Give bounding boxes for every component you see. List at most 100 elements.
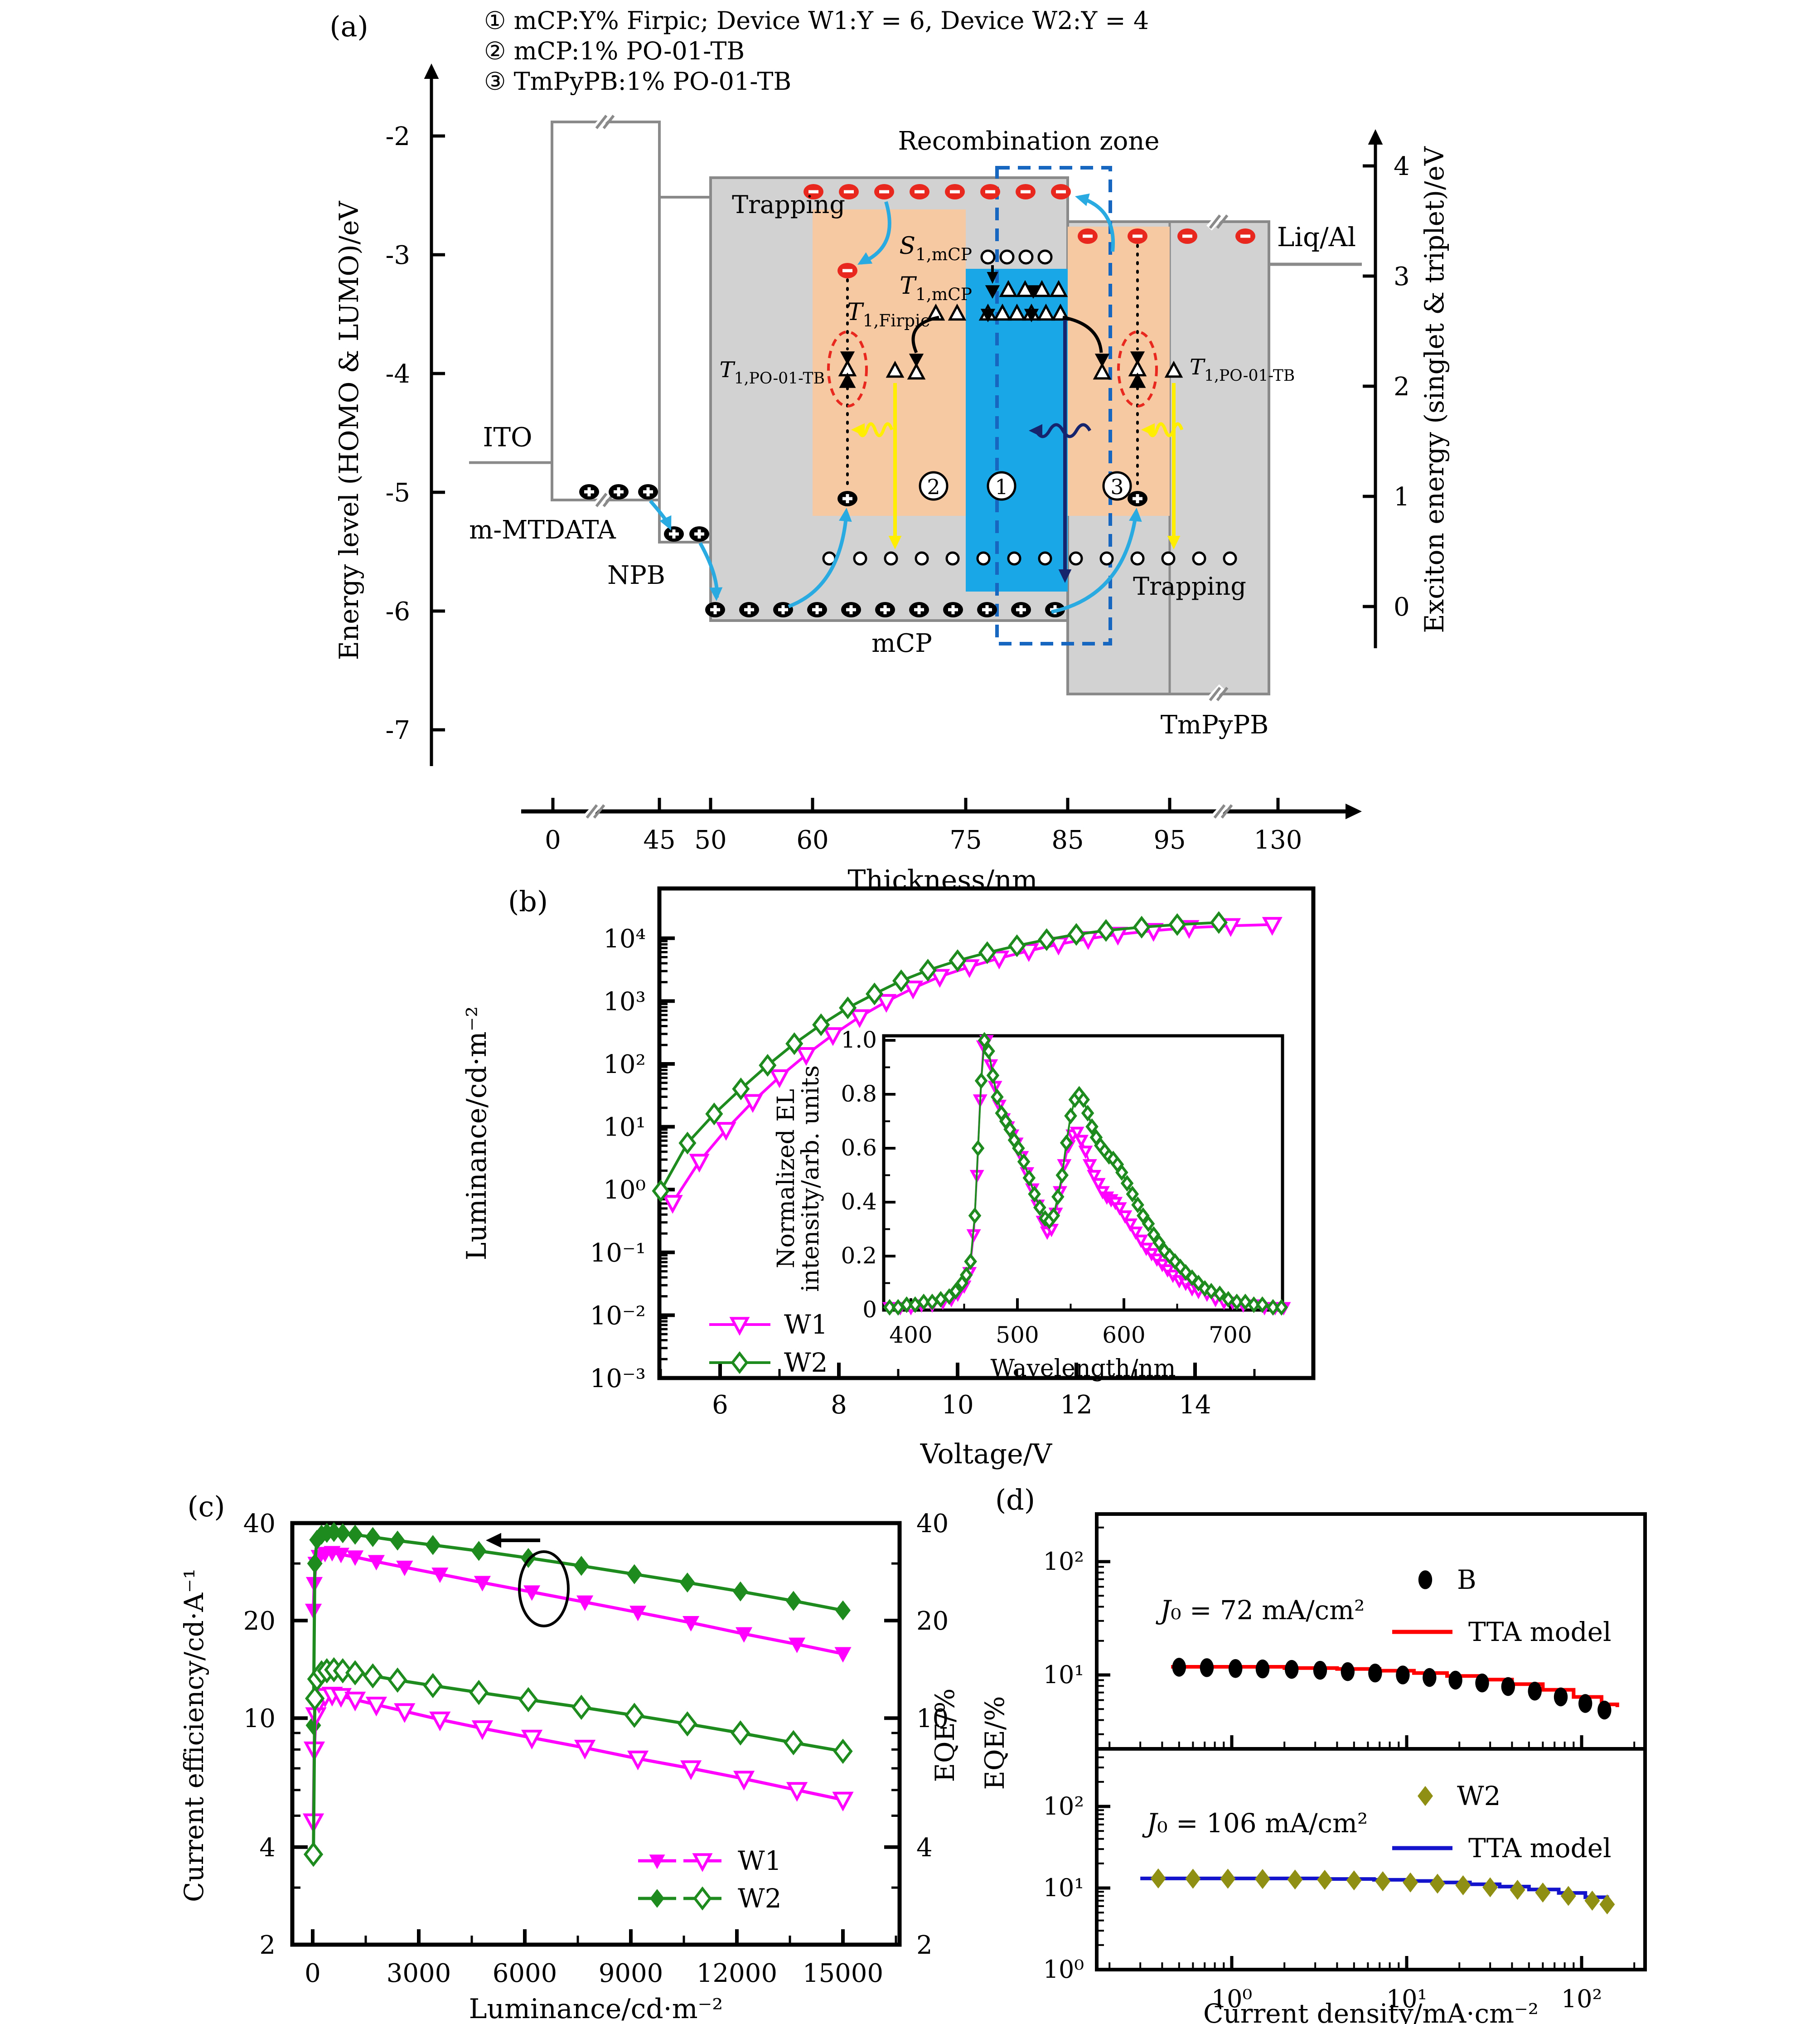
ground-state-icon [915, 551, 929, 566]
line [1220, 804, 1233, 819]
y2-tick: 10 [916, 1704, 949, 1733]
triangle-open-marker [1091, 1178, 1106, 1192]
diamond-open-marker [705, 1102, 723, 1126]
ground-state-icon [1099, 551, 1114, 566]
diamond-open-marker [1133, 916, 1151, 939]
inset-y-tick: 1.0 [841, 1027, 877, 1053]
diamond-open-marker [1266, 1299, 1280, 1316]
triangle-open-marker [1128, 1226, 1143, 1240]
triangle-up-icon [948, 303, 967, 321]
triangle-open-marker [1078, 1145, 1093, 1159]
diamond-open-marker [652, 1179, 670, 1203]
triangle-open-marker [823, 1027, 843, 1046]
arrowhead [857, 252, 873, 265]
device-legend-line: ③ TmPyPB:1% PO-01-TB [484, 67, 791, 96]
arrowhead [709, 587, 723, 601]
triangle-open-marker [742, 1094, 763, 1113]
line [1216, 214, 1229, 229]
inset-x-tick: 400 [889, 1322, 932, 1348]
triangle-filled-marker [523, 1585, 541, 1601]
legend-b: B [1457, 1564, 1476, 1595]
diamond-filled-marker [1482, 1877, 1498, 1898]
triangle-up-icon [839, 372, 856, 388]
triangle-filled-marker [834, 1647, 852, 1663]
diamond-open-marker [1275, 1299, 1288, 1316]
ellipse-marker [1313, 1660, 1327, 1680]
diamond-filled-marker [835, 1600, 851, 1621]
y-axis-label: Current efficiency/cd·A⁻¹ [179, 1568, 209, 1902]
s1-mcp-label: S1,mCP [899, 233, 972, 264]
triangle-open-marker [1074, 1135, 1089, 1148]
arrowhead [1058, 569, 1072, 583]
x-tick: 9000 [599, 1959, 663, 1988]
diamond-open-marker [982, 1043, 995, 1060]
diamond-filled-marker [626, 1564, 642, 1584]
y-axis-label: EQE/% [979, 1696, 1010, 1790]
y-tick: 10⁻² [590, 1301, 646, 1330]
ellipse-marker [1418, 1570, 1433, 1589]
legend-tta-bottom: TTA model [1468, 1833, 1612, 1864]
diamond-filled-marker [335, 1523, 351, 1543]
diamond-open-marker [991, 1088, 1004, 1106]
mcp-label: mCP [871, 629, 932, 658]
right-axis-tick: 1 [1394, 482, 1410, 512]
y-tick: 10¹ [1043, 1660, 1084, 1689]
triangle-open-marker [929, 969, 950, 988]
inset-y-tick: 0.8 [841, 1081, 877, 1107]
diamond-open-marker [892, 969, 910, 992]
arrowhead [1129, 508, 1142, 522]
triangle-open-marker [832, 1791, 854, 1812]
panel-b-label: (b) [508, 885, 548, 918]
triangle-down-icon [980, 309, 996, 322]
zone-number-text: 2 [927, 475, 940, 499]
device-legend-line: ① mCP:Y% Firpic; Device W1:Y = 6, Device… [484, 6, 1149, 35]
inset-y-label: intensity/arb. units [797, 1065, 824, 1292]
x-tick: 12 [1060, 1390, 1092, 1420]
ellipse-marker [1501, 1677, 1515, 1696]
x-tick: 10¹ [1386, 1985, 1427, 2013]
diamond-open-marker [731, 1351, 749, 1374]
diamond-filled-marker [326, 1522, 342, 1542]
arrowhead [486, 1533, 501, 1548]
t1-po01tb-label: T1,PO-01-TB [720, 357, 825, 388]
diamond-open-marker [305, 1686, 325, 1711]
triangle-up-icon [1164, 360, 1183, 378]
diamond-open-marker [1008, 934, 1026, 957]
ground-state-icon [945, 551, 960, 566]
diamond-open-marker [1120, 1175, 1134, 1192]
diamond-open-marker [978, 1032, 991, 1049]
diamond-open-marker [785, 1032, 804, 1055]
diamond-open-marker [971, 1140, 985, 1157]
line [1213, 804, 1226, 819]
plot-box-bottom [1095, 1747, 1647, 1971]
diamond-filled-marker [365, 1527, 381, 1547]
diamond-open-marker [1126, 1185, 1139, 1203]
panel-a-energy-diagram: (a) ① mCP:Y% Firpic; Device W1:Y = 6, Dev… [329, 6, 1450, 888]
x-tick: 15000 [803, 1959, 883, 1988]
y-tick: 10⁰ [603, 1175, 646, 1205]
ground-state-icon [1069, 551, 1083, 566]
diamond-open-marker [1055, 1167, 1069, 1184]
diamond-filled-marker [732, 1581, 748, 1602]
w2-luminance-series [652, 911, 1228, 1203]
inset-box [882, 1034, 1284, 1312]
diamond-filled-marker [307, 1553, 323, 1574]
ellipse-marker [1578, 1694, 1592, 1713]
diamond-open-marker [949, 949, 967, 972]
tta-model-top [1171, 1665, 1619, 1707]
x-tick: 6000 [493, 1959, 557, 1988]
triangle-up-icon [886, 360, 905, 378]
arrowhead [851, 423, 865, 437]
liqal-label: Liq/Al [1277, 222, 1356, 252]
ellipse-marker [1528, 1681, 1542, 1701]
diamond-open-marker [333, 1658, 353, 1684]
x-axis-label: Current density/mA·cm⁻² [1203, 1998, 1539, 2024]
triangle-down-icon [909, 354, 924, 367]
y-tick: 2 [259, 1931, 276, 1960]
diamond-open-marker [833, 1738, 853, 1764]
triangle-open-marker [959, 959, 980, 978]
series-line [312, 1668, 843, 1854]
diamond-filled-marker [1560, 1886, 1576, 1906]
diamond-open-marker [959, 1267, 973, 1284]
triangle-open-marker [627, 1750, 649, 1771]
